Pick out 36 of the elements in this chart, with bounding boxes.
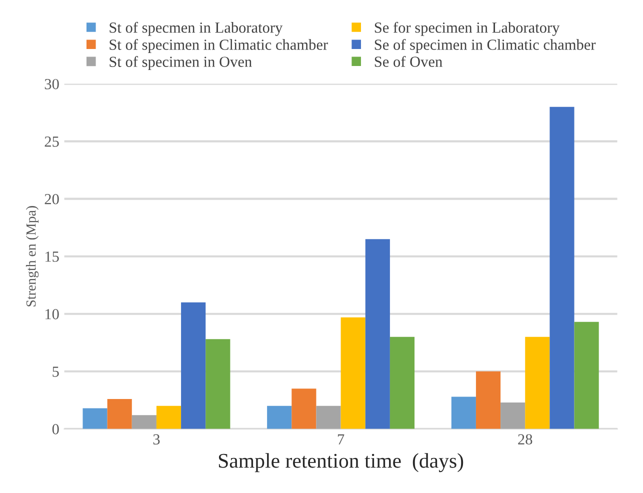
bar (340, 317, 366, 429)
bar (82, 408, 108, 429)
legend-label: St of specimen in Oven (110, 56, 252, 70)
legend-label: Se for specimen in Laboratory (374, 22, 560, 36)
bar (292, 388, 316, 429)
bar (500, 402, 526, 429)
x-tick-label: 28 (518, 434, 532, 445)
bar (132, 415, 156, 429)
bar (476, 371, 501, 429)
bar (156, 406, 182, 429)
legend-label: Se of specimen in Climatic chamber (374, 38, 596, 53)
x-axis-title: Sample retention time (days) (218, 453, 464, 472)
bar (181, 302, 206, 429)
y-tick-label: 30 (44, 78, 59, 90)
bar (316, 406, 341, 429)
y-tick-label: 0 (52, 424, 59, 434)
bar (390, 336, 415, 429)
bar (525, 336, 550, 429)
legend-label: St of specimen in Climatic chamber (110, 38, 328, 53)
bar (107, 399, 132, 429)
y-tick-label: 25 (44, 136, 59, 147)
bar (365, 239, 390, 429)
y-tick-label: 10 (46, 309, 59, 320)
bar (267, 406, 292, 429)
legend-label: Se of Oven (374, 56, 442, 67)
bar (550, 106, 574, 429)
x-tick-label: 3 (153, 434, 160, 445)
y-tick-label: 15 (46, 252, 59, 262)
y-tick-label: 5 (52, 366, 59, 377)
bar (574, 322, 599, 429)
x-tick-label: 7 (338, 434, 344, 444)
y-axis-title: Strength en (Mpa) (26, 206, 39, 306)
y-tick-label: 20 (44, 194, 59, 204)
bar (206, 339, 230, 429)
legend-label: St of specmen in Laboratory (110, 22, 283, 36)
bar (451, 396, 476, 429)
